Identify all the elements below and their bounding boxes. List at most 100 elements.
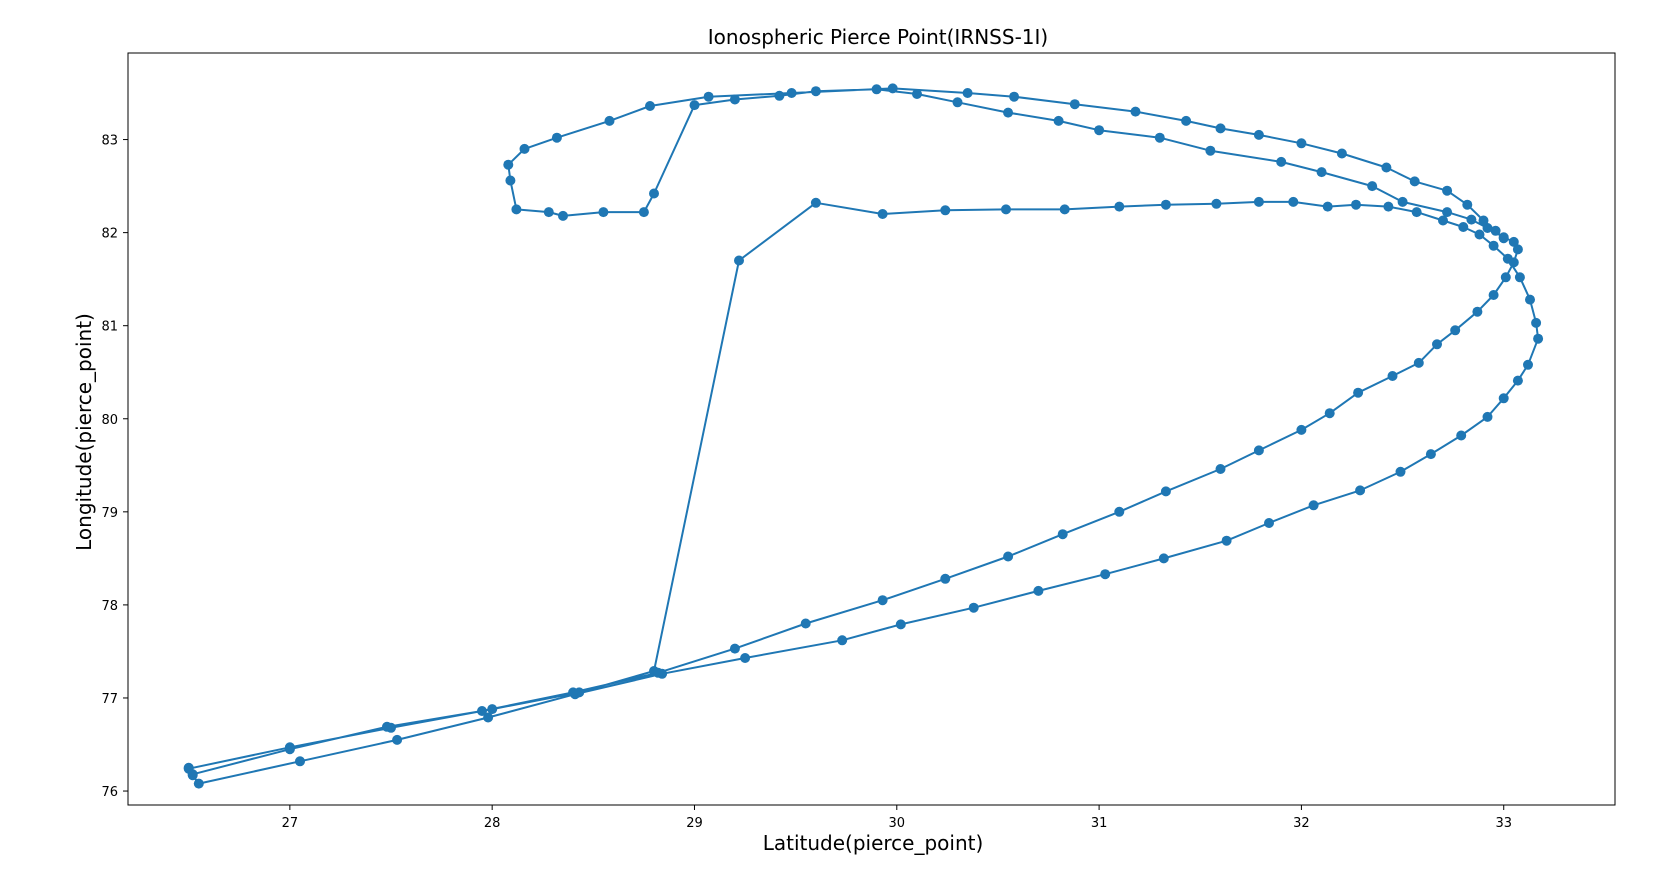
data-point (1033, 585, 1044, 596)
data-point (1383, 201, 1394, 212)
data-point (1462, 199, 1473, 210)
data-point (1253, 445, 1264, 456)
data-point (1409, 176, 1420, 187)
data-point (1001, 204, 1011, 215)
data-point (1500, 272, 1511, 283)
data-point (1490, 225, 1501, 236)
data-point (1336, 148, 1347, 159)
data-point (598, 207, 609, 218)
data-point (952, 97, 963, 108)
data-point (1296, 424, 1307, 435)
data-point (810, 86, 821, 97)
y-axis-label: Longitude(pierce_point) (72, 313, 96, 551)
data-point (774, 90, 785, 101)
data-point (729, 94, 740, 105)
data-point (1114, 201, 1125, 212)
data-point (1367, 181, 1378, 192)
data-point (1253, 129, 1264, 140)
data-point (1069, 99, 1080, 110)
data-point (1276, 156, 1287, 167)
data-point (740, 653, 751, 663)
data-point (940, 573, 951, 584)
data-point (837, 635, 848, 646)
data-point (703, 91, 714, 102)
data-point (1130, 106, 1141, 117)
data-point (1508, 257, 1519, 268)
data-point (1411, 207, 1422, 218)
x-tick-label: 28 (484, 816, 501, 831)
data-point (1296, 138, 1307, 149)
data-point (968, 602, 979, 613)
data-point (1458, 222, 1469, 232)
data-point (1160, 199, 1171, 210)
data-point (1512, 375, 1523, 386)
y-tick-label: 80 (101, 413, 118, 428)
data-point (653, 667, 664, 678)
data-point (1531, 317, 1542, 328)
y-tick-label: 82 (101, 227, 118, 242)
y-tick-label: 83 (101, 134, 118, 149)
data-point (638, 207, 649, 218)
y-tick-label: 78 (101, 599, 118, 614)
data-point (511, 204, 522, 215)
data-point (1442, 207, 1453, 218)
data-point (604, 115, 615, 126)
data-point (1413, 357, 1424, 368)
plot-area-frame (127, 52, 1616, 806)
data-point (1324, 408, 1335, 419)
data-point (1205, 145, 1216, 156)
data-point (887, 83, 898, 94)
data-point (1057, 529, 1068, 540)
y-tick-label: 76 (101, 785, 118, 800)
x-axis-label: Latitude(pierce_point) (763, 831, 984, 855)
data-point (1381, 162, 1392, 173)
data-point (1288, 196, 1299, 207)
data-point (1508, 236, 1519, 247)
data-point (1100, 569, 1111, 580)
y-tick-label: 77 (101, 692, 118, 707)
data-point (392, 734, 403, 745)
data-point (505, 175, 516, 186)
data-point (1308, 500, 1319, 511)
marks-layer (183, 83, 1544, 789)
data-point (1322, 201, 1333, 212)
data-point (1498, 393, 1509, 404)
data-point (734, 255, 744, 266)
data-point (382, 721, 392, 732)
data-point (187, 769, 198, 780)
data-point (558, 210, 568, 221)
data-point (193, 778, 204, 789)
data-point (1003, 107, 1014, 118)
data-point (1525, 294, 1535, 305)
data-point (1397, 196, 1408, 207)
data-point (1512, 244, 1523, 255)
data-point (1488, 290, 1499, 300)
data-point (877, 595, 888, 606)
data-point (1221, 535, 1232, 546)
data-point (284, 744, 295, 755)
data-point (1211, 198, 1222, 209)
data-point (1009, 91, 1020, 102)
data-point (895, 619, 906, 630)
data-point (962, 88, 973, 98)
data-point (1215, 123, 1226, 134)
data-point (1160, 486, 1171, 497)
data-point (1158, 553, 1169, 564)
data-point (940, 205, 951, 216)
data-point (1395, 466, 1406, 477)
data-point (519, 143, 530, 154)
x-tick-label: 33 (1495, 816, 1512, 831)
data-point (871, 84, 882, 95)
data-point (477, 706, 487, 716)
data-point (1478, 215, 1489, 226)
data-point (1472, 306, 1483, 317)
data-point (487, 704, 498, 715)
x-tick-label: 27 (282, 816, 299, 831)
data-point (568, 687, 579, 698)
data-point (800, 618, 811, 629)
data-point (1355, 485, 1366, 496)
data-point (483, 712, 494, 723)
data-point (1474, 229, 1485, 240)
data-point (1387, 371, 1398, 381)
